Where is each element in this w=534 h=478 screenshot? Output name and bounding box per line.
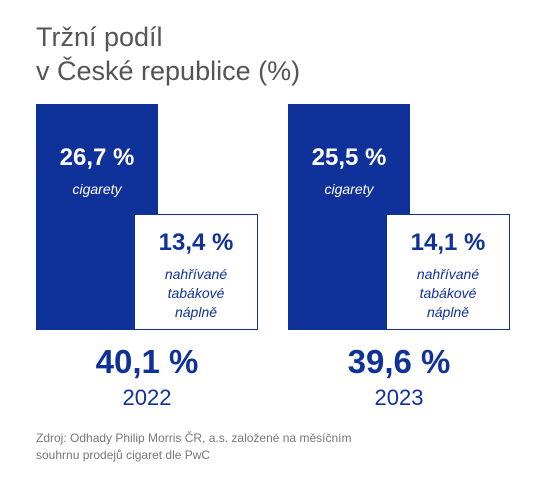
heated-tobacco-label-line: nahřívané <box>416 266 480 282</box>
total-2023: 39,6 % <box>347 343 451 380</box>
cigarettes-label-2023: cigarety <box>324 181 374 197</box>
chart-title-line-2: v České republice (%) <box>36 56 301 86</box>
total-2022: 40,1 % <box>95 343 199 380</box>
source-note: Zdroj: Odhady Philip Morris ČR, a.s. zal… <box>36 430 351 464</box>
heated-tobacco-box-2022: 13,4 % nahřívané tabákové náplně <box>134 214 258 330</box>
chart-group-2022: 26,7 % cigarety 13,4 % nahřívané tabákov… <box>36 104 258 330</box>
heated-tobacco-label-2023: nahřívané tabákové náplně <box>387 265 509 322</box>
source-note-line-1: Zdroj: Odhady Philip Morris ČR, a.s. zal… <box>36 431 352 445</box>
heated-tobacco-label-line: tabákové <box>167 285 225 301</box>
heated-tobacco-label-line: nahřívané <box>164 266 228 282</box>
heated-tobacco-box-2023: 14,1 % nahřívané tabákové náplně <box>386 214 510 330</box>
cigarettes-value-2022: 26,7 % <box>59 144 135 171</box>
year-label-2022: 2022 <box>122 385 172 410</box>
source-note-line-2: souhrnu prodejů cigaret dle PwC <box>36 448 211 462</box>
cigarettes-value-2023: 25,5 % <box>311 144 387 171</box>
chart-title-line-1: Tržní podíl <box>36 22 163 52</box>
chart-group-2023: 25,5 % cigarety 14,1 % nahřívané tabákov… <box>288 104 510 330</box>
heated-tobacco-value-2023: 14,1 % <box>410 229 486 256</box>
heated-tobacco-label-line: náplně <box>174 304 218 320</box>
chart-title: Tržní podíl v České republice (%) <box>36 20 300 88</box>
heated-tobacco-value-2022: 13,4 % <box>158 229 234 256</box>
heated-tobacco-label-line: náplně <box>426 304 470 320</box>
heated-tobacco-label-2022: nahřívané tabákové náplně <box>135 265 257 322</box>
cigarettes-label-2022: cigarety <box>72 181 122 197</box>
year-label-2023: 2023 <box>374 385 424 410</box>
heated-tobacco-label-line: tabákové <box>419 285 477 301</box>
